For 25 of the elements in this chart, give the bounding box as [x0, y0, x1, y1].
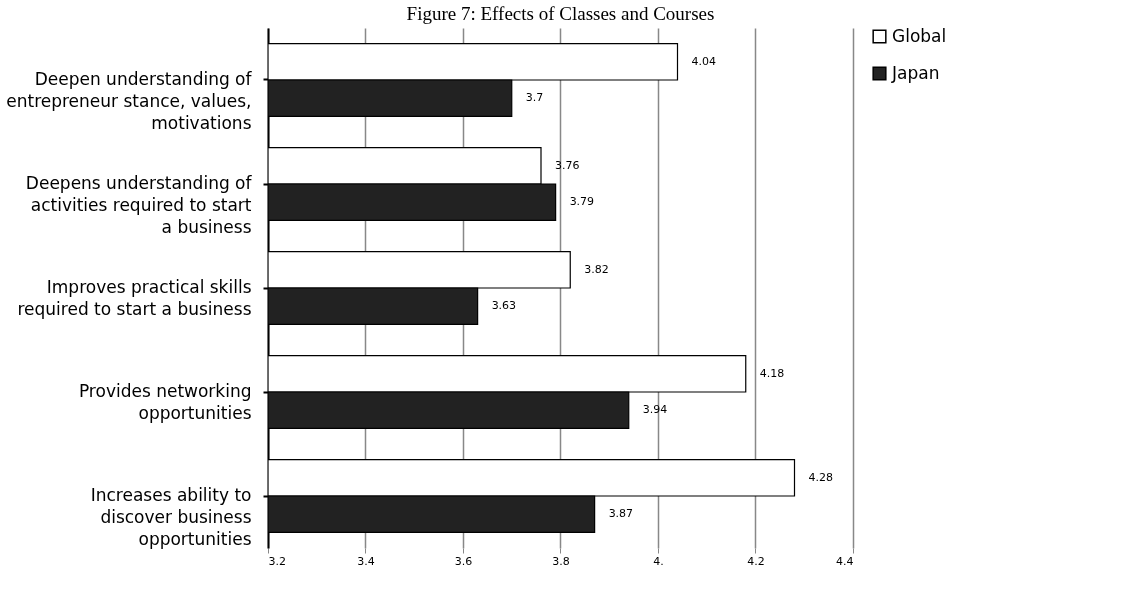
data-label: 4.28 [808, 470, 833, 484]
data-label: 3.94 [642, 403, 668, 417]
x-tick-label: 3.4 [357, 554, 375, 568]
y-tick-label: Increases ability to discover business opportunities [90, 485, 252, 549]
y-tick-label: Improves practical skills required to start a business [17, 277, 252, 319]
x-tick-label: 4.2 [747, 554, 765, 568]
y-tick-label: Deepens understanding of activities required to start a business [25, 173, 253, 237]
data-label: 3.7 [525, 91, 544, 105]
data-label: 3.63 [491, 299, 517, 313]
data-label: 3.76 [555, 158, 580, 172]
x-tick-label: 3.2 [268, 554, 286, 568]
y-tick-label: Provides networking opportunities [78, 381, 252, 423]
data-label: 4.04 [691, 54, 716, 68]
data-label: 3.79 [569, 195, 595, 209]
data-label: 3.82 [584, 262, 609, 276]
legend-label: Global [892, 25, 947, 46]
data-label: 4.18 [759, 366, 785, 380]
x-tick-label: 4. [653, 554, 664, 568]
legend-label: Japan [891, 62, 940, 83]
chart-title: Figure 7: Effects of Classes and Courses [406, 3, 715, 24]
x-tick-label: 3.8 [552, 554, 570, 568]
data-label: 3.87 [608, 507, 634, 521]
x-tick-label: 3.6 [454, 554, 473, 568]
x-tick-label: 4.4 [836, 554, 854, 568]
y-tick-label: Deepen understanding of entrepreneur stance, values, motivations [6, 69, 253, 133]
